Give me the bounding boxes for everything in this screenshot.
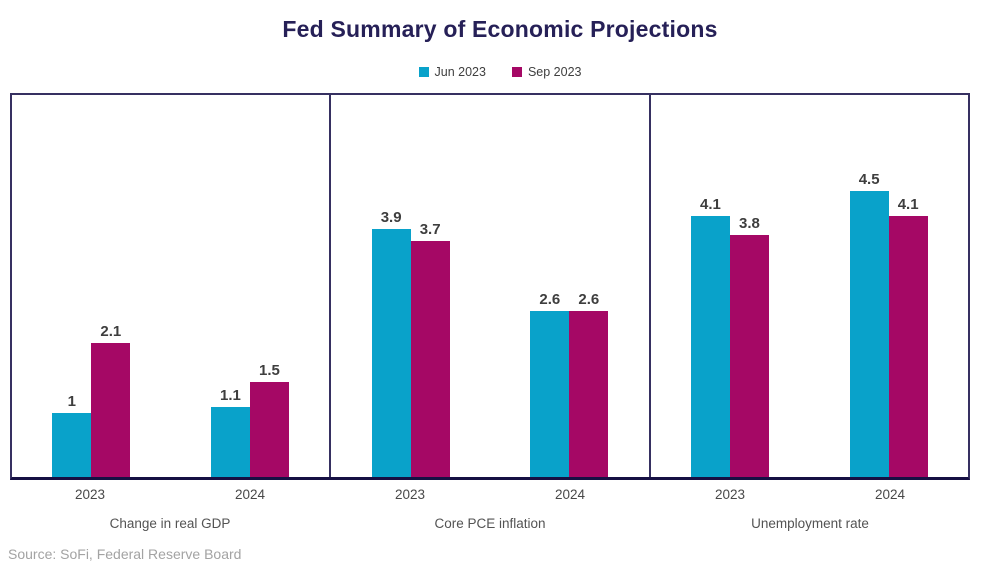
source-note: Source: SoFi, Federal Reserve Board [8, 546, 242, 562]
value-label: 3.9 [380, 208, 402, 226]
bar-wrap: 1 [52, 95, 92, 477]
category-label: 2023 [394, 487, 426, 502]
legend-swatch-icon [511, 67, 522, 77]
category-label: 2023 [74, 487, 106, 502]
bar-jun-2023 [371, 228, 411, 477]
value-label: 1 [67, 393, 76, 411]
bar-wrap: 1.5 [249, 95, 289, 477]
bar-sep-2023 [888, 215, 928, 477]
bar-group: 1.1 1.5 [210, 95, 289, 477]
value-label: 4.1 [897, 195, 919, 213]
value-label: 2.6 [578, 291, 600, 309]
value-label: 2.1 [100, 323, 122, 341]
bar-wrap: 3.7 [410, 95, 450, 477]
bar-wrap: 1.1 [210, 95, 250, 477]
value-label: 3.8 [739, 215, 760, 233]
bar-wrap: 2.1 [91, 95, 131, 477]
bar-jun-2023 [210, 406, 250, 477]
legend-item: Jun 2023 [418, 65, 486, 79]
panel-1: 3.9 3.7 2.6 2.6 [329, 95, 648, 477]
bar-jun-2023 [52, 413, 92, 477]
bar-group: 4.1 3.8 [690, 95, 769, 477]
panel-below-1: 2023 2024 Core PCE inflation [330, 480, 650, 550]
legend-item: Sep 2023 [511, 65, 582, 79]
value-label: 1.5 [259, 361, 280, 379]
category-label: 2024 [874, 487, 906, 502]
value-label: 2.6 [539, 291, 561, 309]
chart-title: Fed Summary of Economic Projections [282, 16, 718, 42]
legend: Jun 2023 Sep 2023 [0, 65, 1000, 79]
value-label: 4.1 [700, 195, 721, 213]
value-label: 4.5 [858, 170, 880, 188]
bar-wrap: 3.8 [729, 95, 769, 477]
panel-below-2: 2023 2024 Unemployment rate [650, 480, 970, 550]
category-label: 2024 [554, 487, 586, 502]
bar-group: 4.5 4.1 [849, 95, 928, 477]
bar-jun-2023 [530, 311, 570, 477]
bar-wrap: 3.9 [371, 95, 411, 477]
value-label: 3.7 [419, 221, 441, 239]
legend-swatch-icon [418, 67, 429, 77]
category-label: 2023 [714, 487, 746, 502]
bar-wrap: 4.1 [690, 95, 730, 477]
bar-wrap: 4.1 [888, 95, 928, 477]
bar-wrap: 2.6 [530, 95, 570, 477]
bar-wrap: 4.5 [849, 95, 889, 477]
bar-group: 1 2.1 [52, 95, 131, 477]
bar-sep-2023 [410, 241, 450, 477]
bar-jun-2023 [690, 215, 730, 477]
value-label: 1.1 [220, 386, 241, 404]
category-label: 2024 [234, 487, 266, 502]
panel-0: 1 2.1 1.1 1.5 [12, 95, 329, 477]
bar-sep-2023 [569, 311, 609, 477]
axis-labels-row: 2023 2024 Change in real GDP 2023 2024 Core P… [10, 480, 970, 550]
panel-2: 4.1 3.8 4.5 4.1 [648, 95, 968, 477]
legend-label: Sep 2023 [527, 65, 582, 79]
bar-group: 2.6 2.6 [530, 95, 609, 477]
bar-group: 3.9 3.7 [371, 95, 450, 477]
bar-sep-2023 [729, 235, 769, 477]
plot-area: 1 2.1 1.1 1.5 3.9 3.7 2.6 2.6 4.1 3.8 4.5 4.1 [10, 93, 970, 480]
panel-title: Core PCE inflation [434, 516, 546, 531]
bar-sep-2023 [91, 343, 131, 477]
bar-sep-2023 [249, 381, 289, 477]
bar-wrap: 2.6 [569, 95, 609, 477]
legend-label: Jun 2023 [434, 65, 486, 79]
panel-title: Change in real GDP [109, 516, 231, 531]
panel-below-0: 2023 2024 Change in real GDP [10, 480, 330, 550]
bar-jun-2023 [849, 190, 889, 477]
panel-title: Unemployment rate [751, 516, 869, 531]
